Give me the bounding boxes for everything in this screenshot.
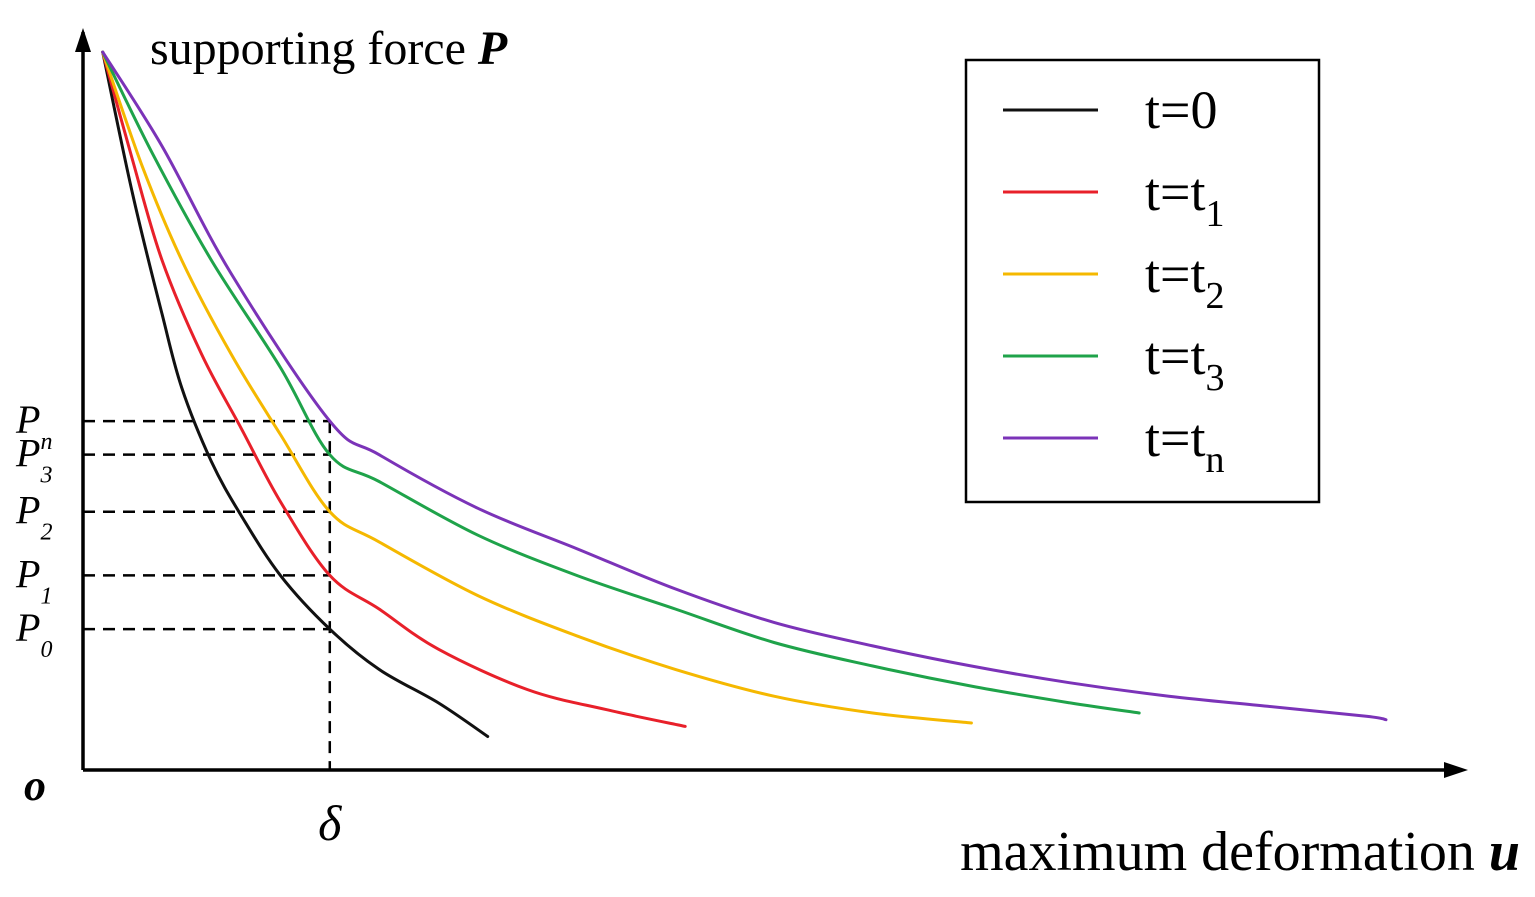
y-marker-label-3: P3 [15,431,52,489]
series-line-4 [101,50,1388,722]
legend-label-1: t=t1 [1145,162,1224,235]
legend-box [964,58,1321,504]
series-curves [101,50,1388,738]
legend-label-3: t=t3 [1145,326,1224,399]
legend-label-2: t=t2 [1145,244,1224,317]
x-axis-arrow [1444,762,1468,778]
legend-label-0: t=0 [1145,80,1217,140]
y-axis-title-symbol: P [477,22,508,75]
guide-lines [83,419,332,770]
x-axis-title-text: maximum deformation [960,821,1475,883]
y-marker-label-0: P0 [15,605,52,663]
legend: t=0 t=t1 t=t2 t=t3 t=tn [964,58,1321,504]
y-marker-label-2: P2 [15,488,52,546]
series-line-3 [101,50,1141,715]
y-axis-title-text: supporting force [150,22,466,75]
x-axis-title-symbol: u [1489,821,1520,883]
x-axis-title: maximum deformation u [960,821,1520,883]
series-line-1 [101,50,687,728]
x-marker-label: δ [318,795,342,851]
y-axis-title: supporting force P [150,22,508,75]
legend-label-4: t=tn [1145,408,1224,481]
series-line-2 [101,50,973,725]
y-marker-label-1: P1 [15,551,52,609]
series-line-0 [101,50,490,738]
y-marker-label-n: Pn [15,397,52,455]
origin-label: o [24,761,46,810]
y-axis-arrow [75,28,91,52]
